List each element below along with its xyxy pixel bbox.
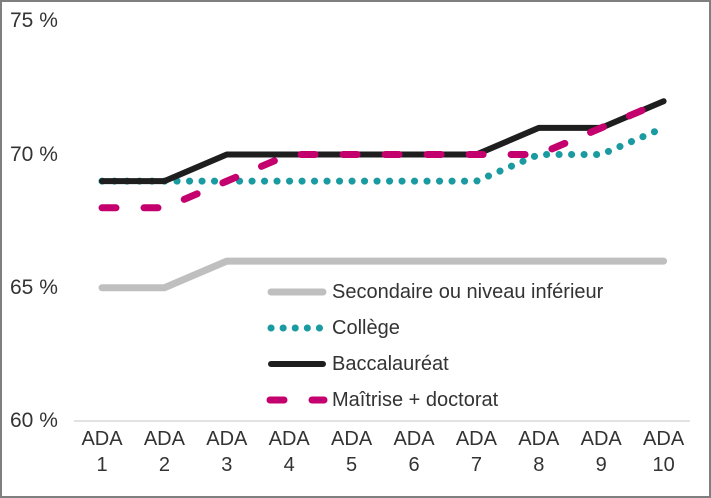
legend-label: Collège: [332, 316, 400, 339]
legend-swatch-solid-gray: [267, 288, 327, 296]
series-line-baccalaureat: [99, 98, 667, 185]
x-axis-tick-line: 3: [221, 454, 233, 476]
x-axis-tick-line: ADA: [331, 428, 373, 450]
x-axis-tick-line: ADA: [206, 428, 248, 450]
x-axis-tick-line: 9: [595, 454, 607, 476]
x-axis-tick-label: ADA 2: [133, 426, 195, 478]
x-axis-tick-label: ADA 8: [508, 426, 570, 478]
x-axis-tick-line: ADA: [455, 428, 497, 450]
x-axis-tick-line: ADA: [393, 428, 435, 450]
series-line-secondaire-ou-niveau-inferieur: [98, 257, 668, 292]
x-axis-tick-line: 2: [158, 454, 170, 476]
x-axis-tick-line: 6: [408, 454, 420, 476]
x-axis-tick-line: 10: [652, 454, 675, 476]
legend-label: Secondaire ou niveau inférieur: [332, 280, 604, 303]
y-axis-tick-label: 65 %: [10, 275, 58, 299]
series-line-maitrise-doctorat: [98, 97, 668, 212]
x-axis-tick-line: ADA: [268, 428, 310, 450]
legend-label: Baccalauréat: [332, 352, 449, 375]
x-axis-tick-line: ADA: [143, 428, 185, 450]
legend-item: Maîtrise + doctorat: [266, 382, 603, 418]
x-axis-tick-label: ADA 5: [321, 426, 383, 478]
x-axis-tick-label: ADA 3: [196, 426, 258, 478]
x-axis-tick-line: ADA: [81, 428, 123, 450]
x-axis-tick-line: 7: [470, 454, 482, 476]
chart-legend: Secondaire ou niveau inférieur Collège B…: [266, 274, 603, 418]
y-axis-tick-label: 60 %: [10, 409, 58, 432]
x-axis-tick-line: ADA: [580, 428, 622, 450]
x-axis-tick-label: ADA 9: [570, 426, 632, 478]
y-axis-tick-label: 75 %: [10, 9, 58, 33]
x-axis-tick-line: 5: [346, 454, 358, 476]
legend-item: Collège: [266, 310, 603, 346]
x-axis-tick-line: ADA: [518, 428, 560, 450]
y-axis-tick-label: 70 %: [10, 142, 58, 166]
legend-swatch-solid-black: [268, 361, 326, 367]
legend-item: Baccalauréat: [266, 346, 603, 382]
x-axis-tick-label: ADA 7: [445, 426, 507, 478]
x-axis-tick-label: ADA 10: [633, 426, 695, 478]
x-axis-tick-line: 4: [283, 454, 295, 476]
legend-swatch-dashed-magenta: [266, 396, 328, 404]
x-axis-tick-line: ADA: [643, 428, 685, 450]
x-axis-tick-line: 8: [533, 454, 545, 476]
legend-label: Maîtrise + doctorat: [332, 388, 499, 411]
legend-item: Secondaire ou niveau inférieur: [266, 274, 603, 310]
series-line-college: [98, 124, 668, 185]
x-axis-tick-line: 1: [96, 454, 108, 476]
x-axis-tick-label: ADA 6: [383, 426, 445, 478]
legend-swatch-dotted-teal: [267, 324, 327, 332]
x-axis-tick-label: ADA 4: [258, 426, 320, 478]
x-axis-tick-label: ADA 1: [71, 426, 133, 478]
